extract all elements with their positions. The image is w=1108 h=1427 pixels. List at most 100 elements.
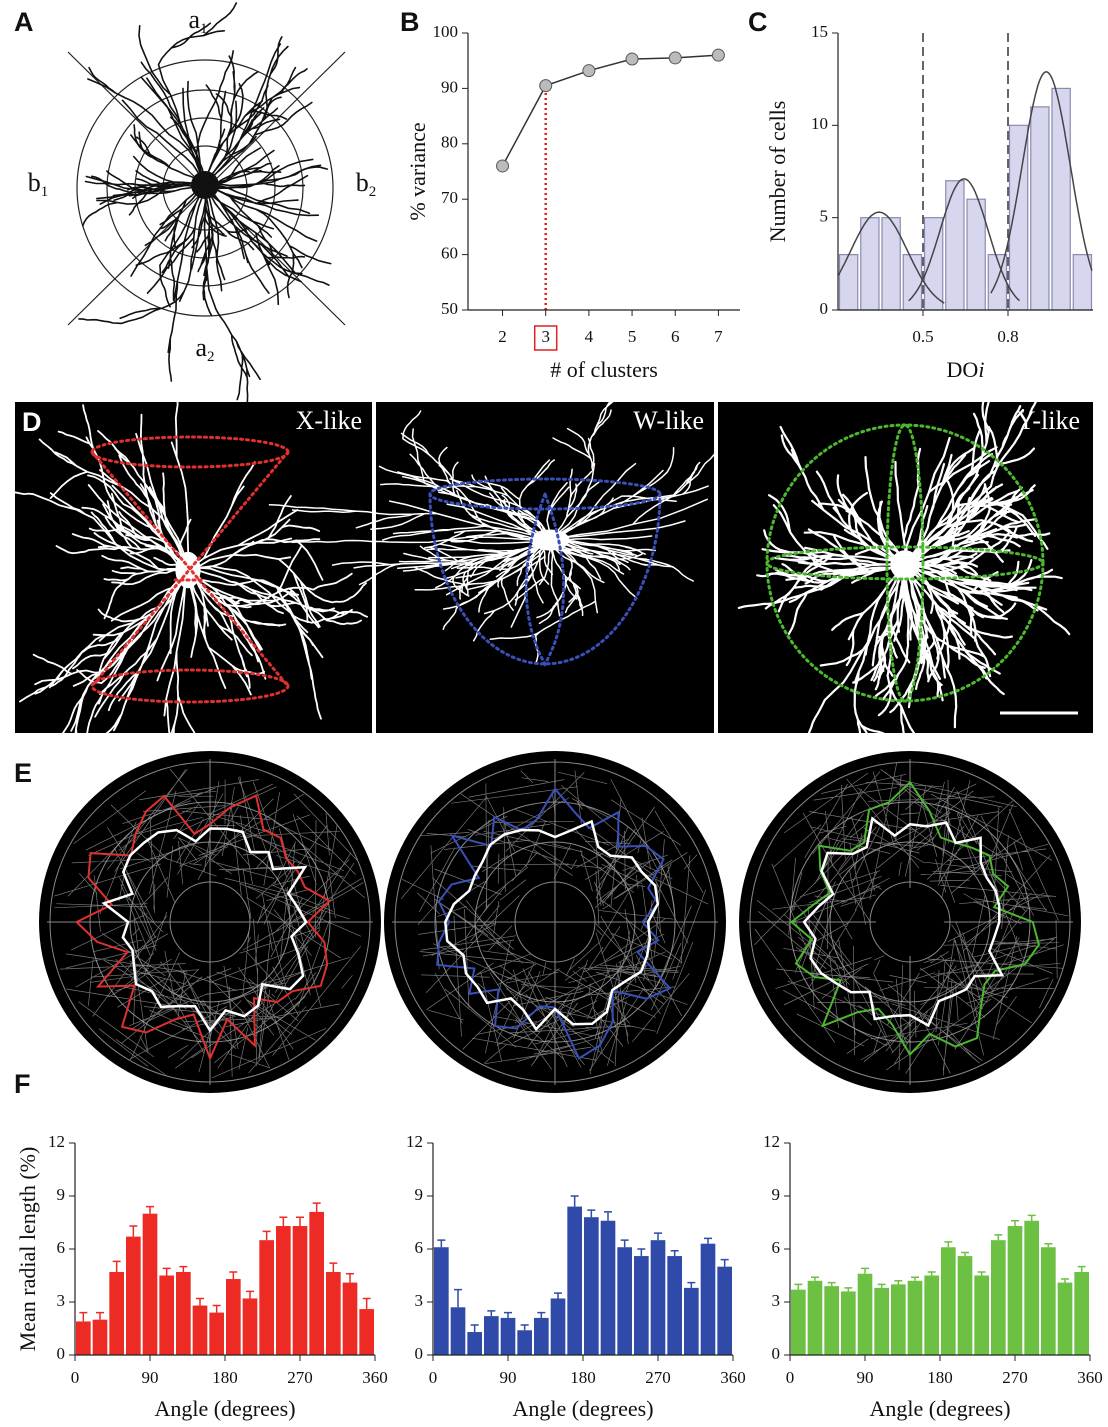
y-tick-label: 6 [57,1238,66,1257]
bar [484,1316,499,1355]
cell-type-label: Y-like [1016,406,1080,435]
x-tick-label: 7 [714,327,723,346]
x-tick-label: 180 [212,1368,238,1387]
bar [974,1276,989,1356]
bar [946,181,964,310]
x-axis-label: Angle (degrees) [154,1396,295,1421]
bar [451,1307,466,1355]
soma [530,530,569,551]
bar [967,199,985,310]
label-sub: 1 [41,184,49,200]
bar [617,1247,632,1355]
x-axis-label-part: DO [947,357,979,382]
point [540,80,552,92]
bar [891,1284,906,1355]
bar [309,1212,324,1355]
y-tick-label: 0 [57,1344,66,1363]
bar [601,1221,616,1355]
x-tick-label: 90 [500,1368,517,1387]
bar [903,255,921,310]
y-tick-label: 60 [441,244,458,263]
y-tick-label: 6 [772,1238,781,1257]
x-axis-label-part: i [978,357,984,382]
bar [861,218,879,310]
bar [941,1247,956,1355]
label-sub: 2 [369,184,377,200]
y-axis-label: % variance [405,122,430,220]
soma [191,171,219,199]
bar [276,1226,291,1355]
x-tick-label: 0 [429,1368,438,1387]
bar [1024,1221,1039,1355]
panel-letter: E [14,758,32,788]
y-tick-label: 50 [441,299,458,318]
bar [159,1276,174,1356]
bar [109,1272,124,1355]
y-tick-label: 70 [441,188,458,207]
bar [551,1298,566,1355]
label-sub: 1 [200,21,208,37]
y-tick-label: 9 [415,1185,424,1204]
y-axis-label: Number of cells [765,101,790,243]
x-tick-label: 0 [71,1368,80,1387]
y-tick-label: 12 [406,1132,423,1151]
label-base: a [188,5,200,34]
y-tick-label: 0 [772,1344,781,1363]
y-tick-label: 0 [415,1344,424,1363]
bar [717,1267,732,1355]
bar [76,1321,91,1355]
point [497,160,509,172]
x-tick-label: 5 [628,327,637,346]
bar [1073,255,1091,310]
bar [988,255,1006,310]
panel-letter: F [14,1069,31,1099]
bar [293,1226,308,1355]
panel-letter: A [14,7,34,37]
bar [634,1256,649,1355]
panel-letter: C [748,7,768,37]
bar [359,1309,374,1355]
y-tick-label: 3 [772,1291,781,1310]
y-tick-label: 9 [772,1185,781,1204]
bar [841,1291,856,1355]
bar [243,1298,258,1355]
x-tick-label: 0 [786,1368,795,1387]
y-tick-label: 10 [811,114,828,133]
point [583,65,595,77]
x-tick-label: 0.8 [997,327,1018,346]
bar [1008,1226,1023,1355]
y-tick-label: 9 [57,1185,66,1204]
bar [874,1288,889,1355]
y-tick-label: 6 [415,1238,424,1257]
x-tick-label: 4 [585,327,594,346]
y-tick-label: 3 [57,1291,66,1310]
bar [517,1330,532,1355]
x-tick-label: 270 [287,1368,313,1387]
bar [840,255,858,310]
bar [924,1276,939,1356]
bar [343,1283,358,1355]
bar [808,1281,823,1355]
x-tick-label: 360 [362,1368,388,1387]
bar [651,1240,666,1355]
y-tick-label: 15 [811,22,828,41]
bar [958,1256,973,1355]
y-tick-label: 100 [433,22,459,41]
point [626,53,638,65]
bar [858,1274,873,1355]
panel-letter: D [22,407,42,437]
bar [1031,107,1049,310]
label-sub: 2 [207,349,215,365]
label-base: a [195,333,207,362]
y-tick-label: 12 [763,1132,780,1151]
bar [908,1281,923,1355]
soma [890,550,919,579]
x-tick-label: 360 [1077,1368,1103,1387]
x-tick-label: 90 [857,1368,874,1387]
x-axis-label: # of clusters [550,357,658,382]
panel-letter: B [400,7,420,37]
bar [143,1214,158,1355]
bar [667,1256,682,1355]
y-tick-label: 0 [820,299,829,318]
point [712,49,724,61]
